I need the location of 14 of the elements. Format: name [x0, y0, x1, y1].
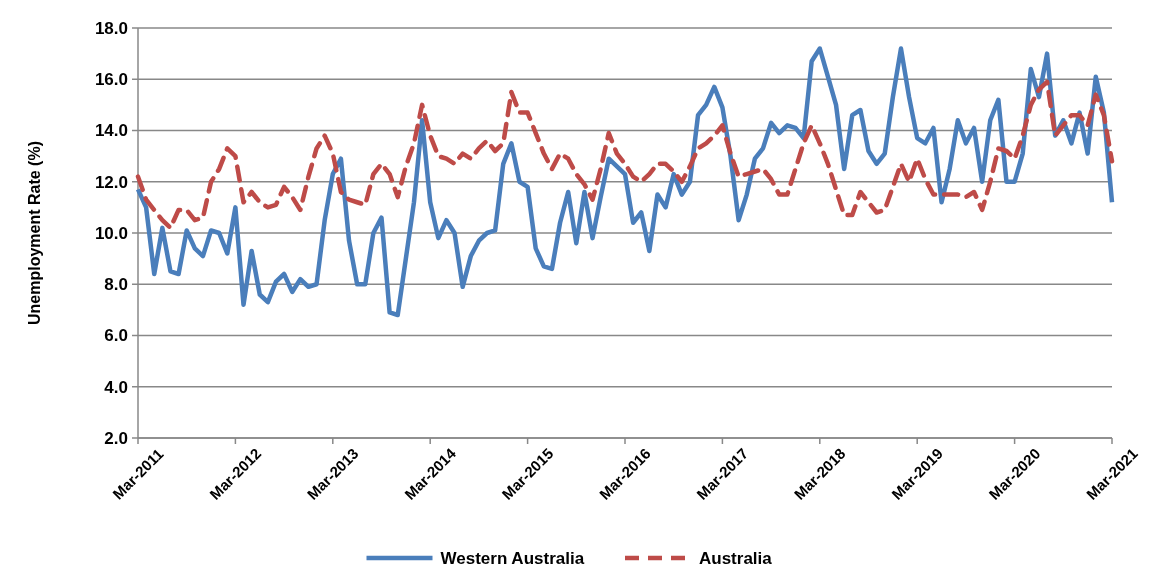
y-tick-label: 2.0: [104, 428, 128, 448]
legend-label: Australia: [699, 548, 773, 568]
y-tick-label: 6.0: [104, 326, 128, 346]
y-tick-label: 18.0: [94, 18, 128, 38]
y-tick-label: 14.0: [94, 121, 128, 141]
y-tick-label: 4.0: [104, 377, 128, 397]
y-tick-label: 10.0: [94, 223, 128, 243]
line-series: [135, 46, 1115, 318]
y-tick-label: 12.0: [94, 172, 128, 192]
legend-label: Western Australia: [440, 548, 585, 568]
y-axis-title: Unemployment Rate (%): [26, 140, 43, 326]
y-tick-label: 8.0: [104, 275, 128, 295]
y-tick-label: 16.0: [94, 70, 128, 90]
line-series: [135, 79, 1115, 231]
